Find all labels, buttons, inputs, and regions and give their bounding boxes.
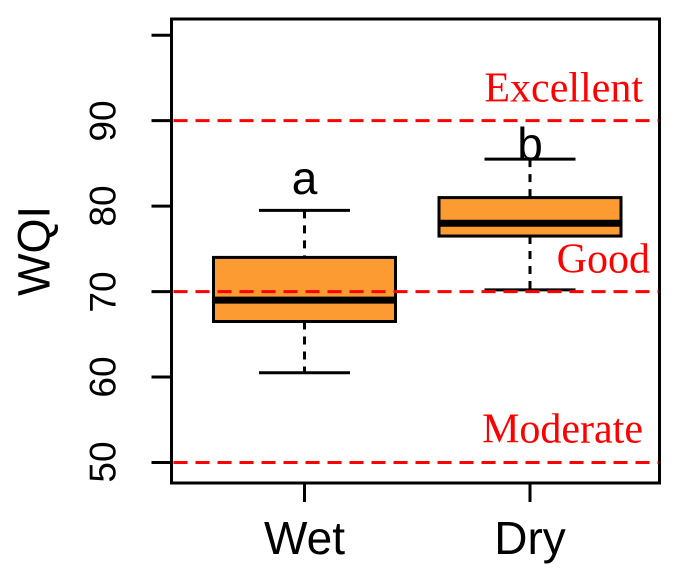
y-tick-label-90: 90 bbox=[82, 100, 124, 142]
reference-label-excellent: Excellent bbox=[484, 65, 643, 112]
y-tick-label-50: 50 bbox=[82, 441, 124, 484]
x-category-label-wet: Wet bbox=[264, 512, 345, 564]
y-tick-label-70: 70 bbox=[82, 271, 124, 313]
reference-label-moderate: Moderate bbox=[482, 406, 643, 453]
significance-letter-wet: a bbox=[291, 151, 318, 204]
y-tick-label-80: 80 bbox=[82, 185, 124, 227]
reference-label-good: Good bbox=[556, 237, 650, 284]
x-category-label-dry: Dry bbox=[494, 512, 566, 564]
y-tick-label-60: 60 bbox=[82, 356, 124, 398]
significance-letter-dry: b bbox=[517, 117, 543, 170]
y-axis-title: WQI bbox=[8, 206, 60, 296]
iqr-box-dry bbox=[437, 196, 623, 238]
plot-border bbox=[170, 17, 661, 485]
iqr-box-wet bbox=[212, 255, 397, 323]
